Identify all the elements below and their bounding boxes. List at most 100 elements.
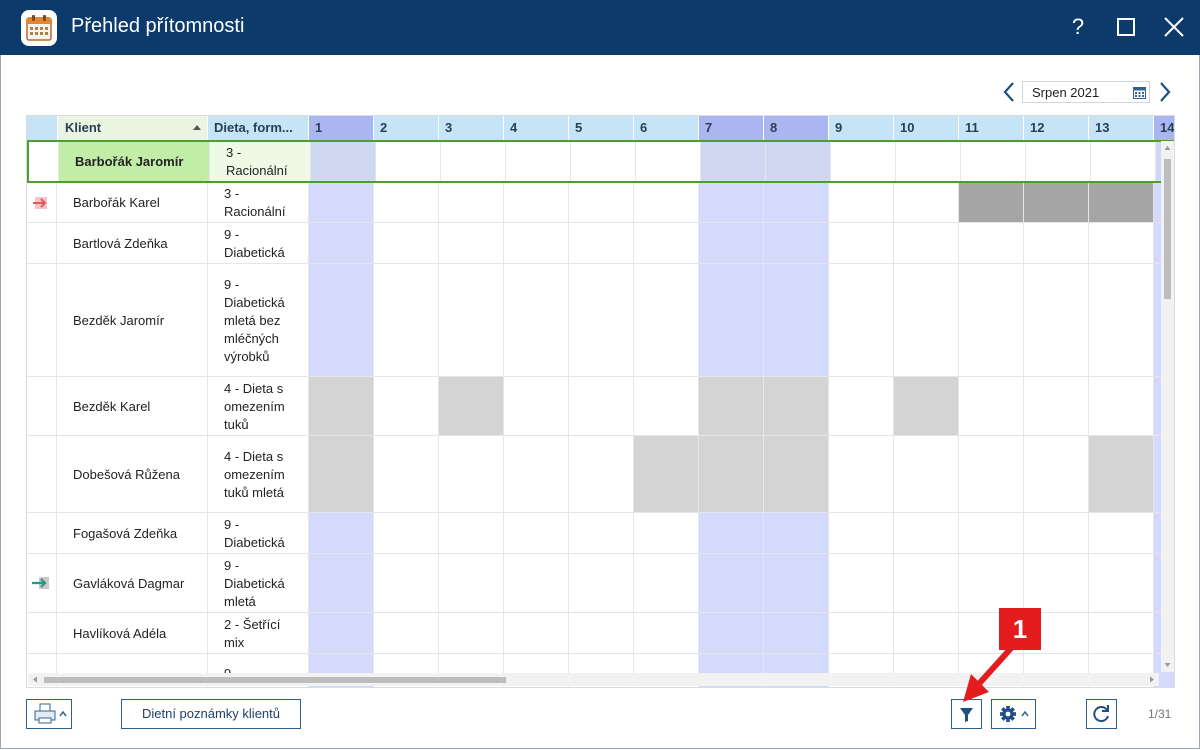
- day-header-8[interactable]: 8: [764, 116, 829, 140]
- day-cell[interactable]: [894, 264, 959, 376]
- day-cell[interactable]: [634, 513, 699, 553]
- day-cell[interactable]: [439, 183, 504, 222]
- day-cell[interactable]: [374, 183, 439, 222]
- day-cell[interactable]: [1024, 513, 1089, 553]
- day-cell[interactable]: [636, 142, 701, 181]
- day-header-3[interactable]: 3: [439, 116, 504, 140]
- calendar-icon[interactable]: [1133, 86, 1146, 99]
- day-cell[interactable]: [764, 513, 829, 553]
- day-cell[interactable]: [961, 142, 1026, 181]
- client-row[interactable]: Dobešová Růžena 4 - Dieta s omezením tuků…: [27, 436, 1174, 513]
- day-cell[interactable]: [569, 513, 634, 553]
- day-cell[interactable]: [504, 513, 569, 553]
- filter-button[interactable]: [951, 699, 982, 729]
- diet-column-header[interactable]: Dieta, form...: [208, 116, 309, 140]
- day-cell[interactable]: [309, 613, 374, 653]
- client-row[interactable]: Gavláková Dagmar 9 - Diabetická mletá: [27, 554, 1174, 613]
- day-cell[interactable]: [959, 377, 1024, 435]
- day-cell[interactable]: [829, 264, 894, 376]
- day-cell[interactable]: [959, 436, 1024, 512]
- prev-month-button[interactable]: [1000, 80, 1018, 104]
- day-cell[interactable]: [441, 142, 506, 181]
- day-cell[interactable]: [894, 223, 959, 263]
- month-picker[interactable]: Srpen 2021: [1022, 81, 1150, 103]
- day-cell[interactable]: [894, 436, 959, 512]
- day-cell[interactable]: [896, 142, 961, 181]
- day-cell[interactable]: [959, 554, 1024, 612]
- day-cell[interactable]: [1024, 223, 1089, 263]
- day-cell[interactable]: [1024, 264, 1089, 376]
- day-cell[interactable]: [764, 436, 829, 512]
- vertical-scrollbar[interactable]: [1161, 141, 1174, 672]
- day-cell[interactable]: [374, 554, 439, 612]
- day-cell[interactable]: [1089, 183, 1154, 222]
- day-cell[interactable]: [439, 513, 504, 553]
- day-header-6[interactable]: 6: [634, 116, 699, 140]
- day-header-11[interactable]: 11: [959, 116, 1024, 140]
- horizontal-scrollbar[interactable]: [28, 673, 1159, 686]
- day-header-4[interactable]: 4: [504, 116, 569, 140]
- day-cell[interactable]: [309, 554, 374, 612]
- day-cell[interactable]: [374, 513, 439, 553]
- day-header-12[interactable]: 12: [1024, 116, 1089, 140]
- day-cell[interactable]: [374, 377, 439, 435]
- day-cell[interactable]: [699, 377, 764, 435]
- client-name[interactable]: Bartlová Zdeňka: [57, 223, 208, 263]
- attendance-grid[interactable]: Klient Dieta, form... 1 2 3 4 5 6 7 8 9 10 11 12 13 1…: [26, 115, 1175, 688]
- day-cell[interactable]: [1024, 183, 1089, 222]
- day-header-14[interactable]: 14: [1154, 116, 1174, 140]
- client-row[interactable]: Bezděk Jaromír 9 - Diabetická mletá bez m…: [27, 264, 1174, 377]
- day-cell[interactable]: [701, 142, 766, 181]
- print-button[interactable]: [26, 699, 72, 729]
- diet-notes-button[interactable]: Dietní poznámky klientů: [121, 699, 301, 729]
- day-cell[interactable]: [764, 554, 829, 612]
- day-cell[interactable]: [569, 377, 634, 435]
- day-header-13[interactable]: 13: [1089, 116, 1154, 140]
- day-cell[interactable]: [374, 264, 439, 376]
- day-cell[interactable]: [634, 183, 699, 222]
- day-cell[interactable]: [1089, 513, 1154, 553]
- next-month-button[interactable]: [1156, 80, 1174, 104]
- day-cell[interactable]: [504, 183, 569, 222]
- day-header-10[interactable]: 10: [894, 116, 959, 140]
- day-cell[interactable]: [504, 554, 569, 612]
- day-cell[interactable]: [959, 264, 1024, 376]
- day-cell[interactable]: [699, 513, 764, 553]
- client-name[interactable]: Barbořák Jaromír: [59, 142, 210, 181]
- day-cell[interactable]: [699, 554, 764, 612]
- maximize-button[interactable]: [1109, 10, 1143, 44]
- day-cell[interactable]: [699, 436, 764, 512]
- client-row[interactable]: Havlíková Adéla 2 - Šetřící mix: [27, 613, 1174, 654]
- day-cell[interactable]: [569, 264, 634, 376]
- day-cell[interactable]: [766, 142, 831, 181]
- day-header-7[interactable]: 7: [699, 116, 764, 140]
- client-column-header[interactable]: Klient: [58, 116, 208, 140]
- day-cell[interactable]: [439, 436, 504, 512]
- day-cell[interactable]: [439, 223, 504, 263]
- day-cell[interactable]: [699, 223, 764, 263]
- day-cell[interactable]: [829, 436, 894, 512]
- close-button[interactable]: [1157, 10, 1191, 44]
- day-cell[interactable]: [504, 436, 569, 512]
- day-cell[interactable]: [1089, 436, 1154, 512]
- client-name[interactable]: [57, 654, 208, 687]
- client-row[interactable]: Barbořák Jaromír 3 - Racionální: [27, 140, 1174, 183]
- day-cell[interactable]: [309, 183, 374, 222]
- day-cell[interactable]: [764, 223, 829, 263]
- client-name[interactable]: Gavláková Dagmar: [57, 554, 208, 612]
- day-cell[interactable]: [829, 183, 894, 222]
- day-cell[interactable]: [634, 223, 699, 263]
- day-cell[interactable]: [571, 142, 636, 181]
- day-header-5[interactable]: 5: [569, 116, 634, 140]
- day-cell[interactable]: [894, 377, 959, 435]
- day-cell[interactable]: [959, 183, 1024, 222]
- day-cell[interactable]: [634, 554, 699, 612]
- day-cell[interactable]: [1089, 613, 1154, 653]
- day-cell[interactable]: [569, 436, 634, 512]
- day-cell[interactable]: [764, 183, 829, 222]
- day-cell[interactable]: [569, 613, 634, 653]
- day-cell[interactable]: [374, 436, 439, 512]
- day-cell[interactable]: [374, 223, 439, 263]
- day-cell[interactable]: [439, 264, 504, 376]
- day-cell[interactable]: [894, 554, 959, 612]
